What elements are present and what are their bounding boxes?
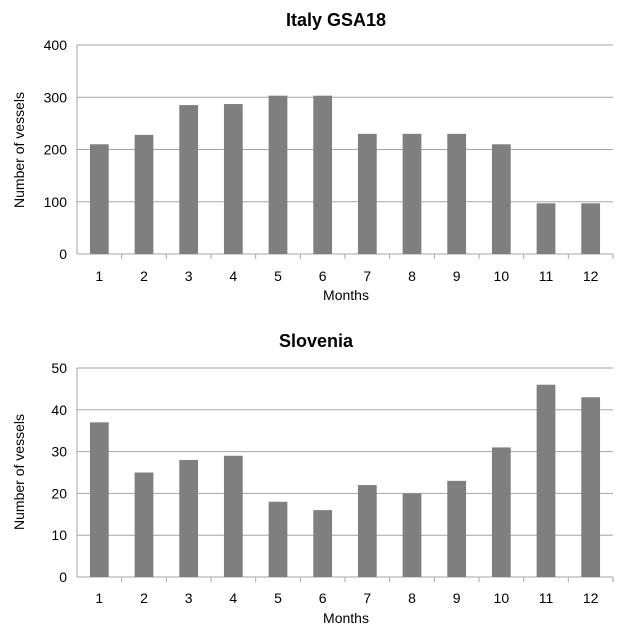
x-tick-label: 12 [583, 590, 599, 606]
bar-month-1 [89, 144, 109, 254]
x-tick-label: 10 [494, 590, 510, 606]
x-tick-label: 3 [185, 590, 193, 606]
bar-month-3 [179, 105, 199, 255]
y-tick-label: 20 [51, 485, 67, 501]
grid-lines [76, 44, 614, 259]
bar-month-10 [491, 447, 511, 577]
bar-month-1 [89, 422, 109, 577]
bar-month-9 [447, 480, 467, 577]
bar-month-7 [357, 485, 377, 577]
x-tick-labels: 1 2 3 4 5 6 7 8 9 10 11 12 [95, 268, 598, 284]
x-tick-label: 6 [319, 590, 327, 606]
chart-slovenia: Slovenia Number of vessels Months 0 10 20 3… [11, 331, 614, 626]
x-tick-label: 5 [274, 268, 282, 284]
bar-month-5 [268, 501, 288, 577]
bar-month-8 [402, 493, 422, 577]
x-axis-label: Months [323, 610, 369, 626]
bar-month-11 [536, 203, 556, 254]
y-tick-label: 10 [51, 527, 67, 543]
x-tick-label: 8 [408, 590, 416, 606]
y-tick-label: 30 [51, 444, 67, 460]
y-tick-labels: 0 100 200 300 400 [44, 37, 68, 262]
bar-month-9 [447, 133, 467, 254]
x-tick-label: 4 [229, 268, 237, 284]
x-tick-label: 7 [363, 268, 371, 284]
bar-month-8 [402, 133, 422, 254]
x-tick-label: 11 [539, 268, 554, 284]
bars [89, 384, 601, 577]
x-tick-label: 4 [229, 590, 237, 606]
grid-lines [76, 367, 614, 582]
y-axis-label: Number of vessels [11, 92, 27, 208]
x-tick-label: 3 [185, 268, 193, 284]
y-tick-label: 0 [59, 569, 67, 585]
x-tick-label: 12 [583, 268, 599, 284]
y-tick-label: 100 [44, 194, 68, 210]
x-tick-label: 11 [539, 590, 554, 606]
y-tick-labels: 0 10 20 30 40 50 [51, 360, 67, 585]
bars [89, 95, 601, 255]
x-tick-label: 2 [140, 590, 148, 606]
x-tick-label: 7 [363, 590, 371, 606]
x-tick-label: 10 [494, 268, 510, 284]
chart-italy-gsa18: Italy GSA18 Number of vessels Months 010… [11, 10, 614, 303]
bar-month-2 [134, 472, 154, 577]
bar-month-7 [357, 133, 377, 254]
bar-month-12 [581, 203, 601, 254]
y-tick-label: 0 [59, 246, 67, 262]
x-tick-label: 2 [140, 268, 148, 284]
bar-month-3 [179, 459, 199, 577]
bar-month-10 [491, 144, 511, 254]
chart-title: Slovenia [279, 331, 354, 351]
chart-title: Italy GSA18 [286, 10, 386, 30]
y-tick-label: 300 [44, 89, 68, 105]
x-tick-label: 1 [95, 590, 103, 606]
x-axis-label: Months [323, 287, 369, 303]
x-tick-label: 9 [453, 590, 461, 606]
bar-month-4 [223, 455, 243, 577]
y-tick-label: 50 [51, 360, 67, 376]
bar-month-11 [536, 384, 556, 577]
bar-month-6 [313, 95, 333, 255]
x-tick-labels: 1 2 3 4 5 6 7 8 9 10 11 12 [95, 590, 598, 606]
y-tick-label: 200 [44, 142, 68, 158]
x-tick-label: 9 [453, 268, 461, 284]
y-tick-label: 400 [44, 37, 68, 53]
x-tick-label: 8 [408, 268, 416, 284]
bar-month-6 [313, 510, 333, 577]
bar-month-4 [223, 104, 243, 254]
x-tick-label: 1 [95, 268, 103, 284]
y-axis-label: Number of vessels [11, 414, 27, 530]
bar-month-5 [268, 95, 288, 255]
x-tick-label: 5 [274, 590, 282, 606]
y-tick-label: 40 [51, 402, 67, 418]
x-tick-label: 6 [319, 268, 327, 284]
bar-month-12 [581, 397, 601, 577]
bar-month-2 [134, 134, 154, 254]
